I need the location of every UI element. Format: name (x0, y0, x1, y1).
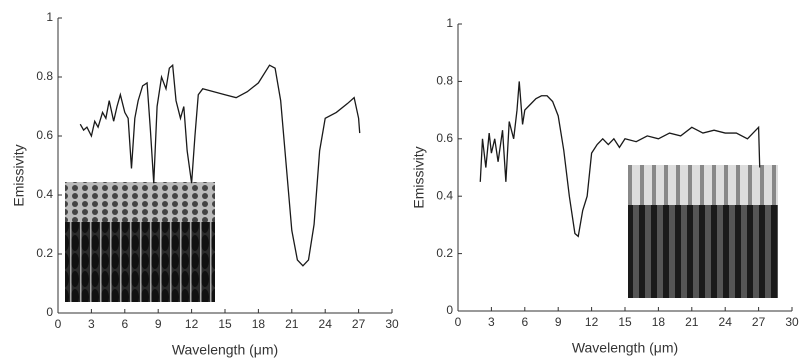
x-tick-label: 6 (521, 315, 528, 329)
x-tick-label: 12 (185, 317, 199, 331)
y-tick-label: 0.6 (436, 131, 453, 145)
x-tick-label: 0 (55, 317, 62, 331)
y-tick-label: 0 (446, 303, 453, 317)
y-tick-label: 0.2 (436, 246, 453, 260)
y-tick-label: 0 (46, 305, 53, 319)
x-tick-label: 21 (285, 317, 299, 331)
x-tick-label: 6 (121, 317, 128, 331)
x-tick-label: 27 (752, 315, 766, 329)
y-tick-label: 1 (446, 16, 453, 30)
y-tick-label: 0.4 (436, 188, 453, 202)
x-tick-label: 3 (88, 317, 95, 331)
x-tick-label: 15 (618, 315, 632, 329)
x-tick-label: 9 (555, 315, 562, 329)
y-tick-label: 0.6 (36, 128, 53, 142)
y-tick-label: 0.8 (36, 69, 53, 83)
y-tick-label: 0.8 (436, 74, 453, 88)
x-tick-label: 3 (488, 315, 495, 329)
x-tick-label: 0 (455, 315, 462, 329)
x-tick-label: 30 (785, 315, 799, 329)
y-tick-label: 1 (46, 10, 53, 24)
x-tick-label: 15 (218, 317, 232, 331)
x-tick-label: 24 (719, 315, 733, 329)
inset-image (65, 182, 215, 302)
figure: 00.20.40.60.81036912151821242730Waveleng… (0, 0, 803, 363)
x-axis-label: Wavelength (μm) (172, 342, 278, 358)
x-axis-label: Wavelength (μm) (572, 340, 678, 356)
x-tick-label: 21 (685, 315, 699, 329)
inset-image (628, 165, 778, 298)
x-tick-label: 9 (155, 317, 162, 331)
x-tick-label: 27 (352, 317, 366, 331)
y-tick-label: 0.4 (36, 187, 53, 201)
y-tick-label: 0.2 (36, 246, 53, 260)
x-tick-label: 18 (252, 317, 266, 331)
x-tick-label: 12 (585, 315, 599, 329)
x-tick-label: 24 (319, 317, 333, 331)
x-tick-label: 18 (652, 315, 666, 329)
y-axis-label: Emissivity (411, 146, 427, 208)
y-axis-label: Emissivity (11, 144, 27, 206)
x-tick-label: 30 (385, 317, 399, 331)
